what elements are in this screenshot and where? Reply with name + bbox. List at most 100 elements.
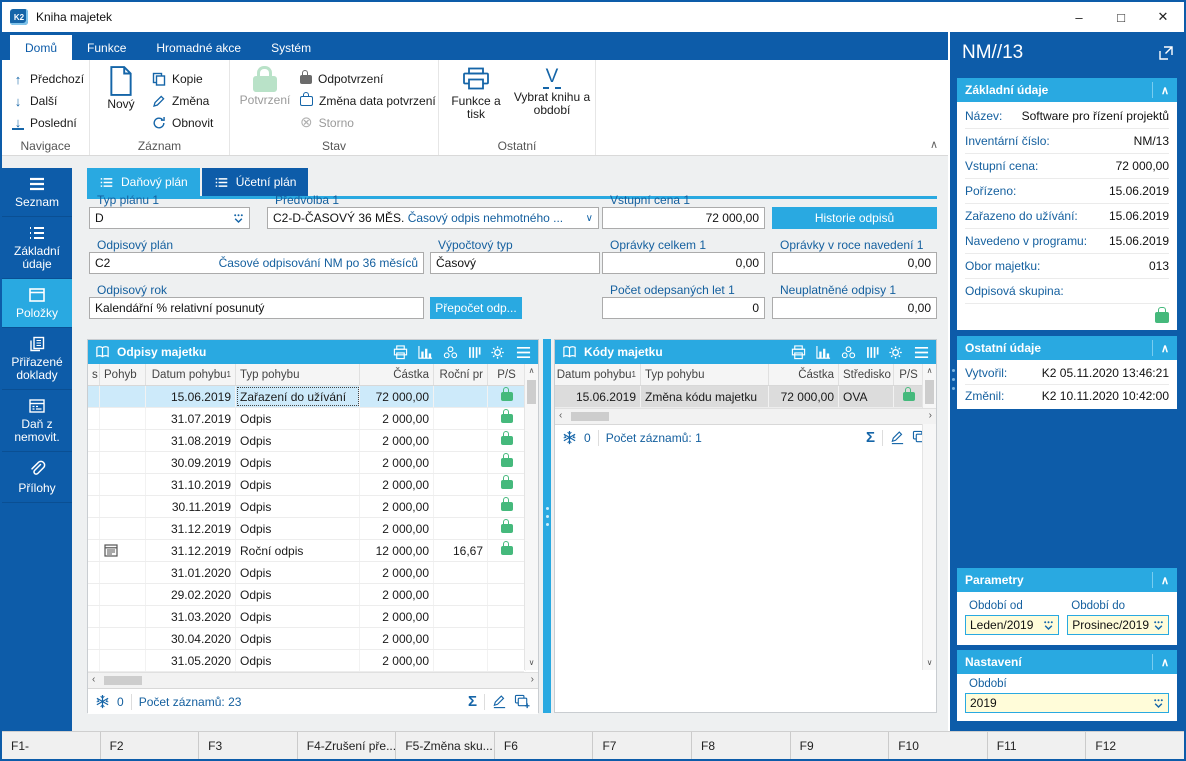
function-key[interactable]: F9 [791, 732, 890, 759]
opravky-navedeni-field[interactable]: 0,00 [772, 252, 937, 274]
table-cell[interactable]: 12 000,00 [360, 540, 434, 561]
table-cell[interactable] [488, 518, 526, 539]
copy-add-icon[interactable] [514, 694, 531, 709]
scroll-left-icon[interactable]: ‹ [92, 674, 96, 685]
lookup-dropdown-icon[interactable] [1149, 620, 1164, 631]
table-cell[interactable] [88, 518, 100, 539]
table-cell[interactable]: 2 000,00 [360, 562, 434, 583]
refresh-button[interactable]: Obnovit [152, 112, 213, 134]
table-cell[interactable] [434, 584, 488, 605]
section-header[interactable]: Ostatní údaje ∧ [957, 336, 1177, 360]
scroll-down-icon[interactable]: ∨ [528, 658, 535, 667]
table-cell[interactable] [434, 562, 488, 583]
chevron-up-icon[interactable]: ∧ [1160, 574, 1169, 587]
edit-button[interactable]: Změna [152, 90, 213, 112]
column-header[interactable]: Částka [360, 364, 434, 385]
sidebar-item[interactable]: Základní údaje [2, 217, 72, 279]
table-cell[interactable] [88, 452, 100, 473]
table-row[interactable]: 30.11.2019 Odpis 2 000,00 [88, 496, 526, 518]
select-book-period-button[interactable]: V Vybrat knihu a období [513, 66, 591, 117]
sidebar-item[interactable]: Daň z nemovit. [2, 390, 72, 452]
frozen-icon[interactable] [95, 694, 110, 709]
collapse-ribbon-icon[interactable]: ∧ [929, 139, 938, 151]
table-cell[interactable] [100, 386, 146, 407]
table-cell[interactable]: 29.02.2020 [146, 584, 236, 605]
chart-icon[interactable] [815, 345, 832, 360]
neuplatnene-field[interactable]: 0,00 [772, 297, 937, 319]
table-cell[interactable]: Odpis [236, 430, 360, 451]
functions-print-button[interactable]: Funkce a tisk [445, 66, 507, 121]
table-row[interactable]: 30.04.2020 Odpis 2 000,00 [88, 628, 526, 650]
table-row[interactable]: 31.07.2019 Odpis 2 000,00 [88, 408, 526, 430]
column-header[interactable]: s [88, 364, 100, 385]
table-cell[interactable]: 31.05.2020 [146, 650, 236, 671]
panel-splitter-dots[interactable] [952, 369, 955, 372]
frozen-icon[interactable] [562, 430, 577, 445]
table-cell[interactable] [88, 540, 100, 561]
function-key[interactable]: F12 [1095, 738, 1117, 753]
table-cell[interactable] [100, 408, 146, 429]
table-cell[interactable]: 31.12.2019 [146, 540, 236, 561]
table-cell[interactable]: Roční odpis [236, 540, 360, 561]
table-cell[interactable] [88, 496, 100, 517]
table-cell[interactable]: 2 000,00 [360, 496, 434, 517]
table-cell[interactable]: Odpis [236, 584, 360, 605]
table-cell[interactable]: 2 000,00 [360, 408, 434, 429]
function-key[interactable]: F4-Zrušení pře... [298, 732, 397, 759]
column-header[interactable]: Středisko [839, 364, 894, 385]
table-cell[interactable]: Odpis [236, 606, 360, 627]
scrollbar-thumb[interactable] [571, 412, 609, 421]
scroll-up-icon[interactable]: ∧ [528, 366, 535, 375]
table-cell[interactable]: 2 000,00 [360, 650, 434, 671]
minimize-icon[interactable]: – [1075, 9, 1083, 25]
table-row[interactable]: 31.03.2020 Odpis 2 000,00 [88, 606, 526, 628]
column-header[interactable]: Roční pr [434, 364, 488, 385]
function-key[interactable]: F6 [495, 732, 594, 759]
print-icon[interactable] [392, 344, 409, 360]
chevron-up-icon[interactable]: ∧ [1160, 656, 1169, 669]
obdobi-od-combo[interactable]: Leden/2019 [965, 615, 1060, 635]
table-cell[interactable]: 2 000,00 [360, 628, 434, 649]
table-cell[interactable] [88, 584, 100, 605]
copy-button[interactable]: Kopie [152, 68, 213, 90]
table-cell[interactable] [434, 628, 488, 649]
table-cell[interactable] [434, 496, 488, 517]
table-cell[interactable] [488, 474, 526, 495]
column-header[interactable]: Pohyb [100, 364, 146, 385]
table-row[interactable]: 31.01.2020 Odpis 2 000,00 [88, 562, 526, 584]
next-button[interactable]: ↓ Další [2, 90, 89, 112]
table-cell[interactable]: 31.08.2019 [146, 430, 236, 451]
table-cell[interactable]: 2 000,00 [360, 452, 434, 473]
table-cell[interactable] [488, 496, 526, 517]
vertical-scrollbar[interactable]: ∧ ∨ [524, 364, 538, 670]
table-cell[interactable] [88, 408, 100, 429]
horizontal-scrollbar[interactable]: ‹ › [555, 408, 936, 424]
table-row[interactable]: 15.06.2019 Změna kódu majetku 72 000,00 OVA [555, 386, 924, 408]
odpisovy-rok-field[interactable]: Kalendářní % relativní posunutý [89, 297, 424, 319]
table-cell[interactable]: Odpis [236, 452, 360, 473]
table-cell[interactable] [100, 540, 146, 561]
pencil-icon[interactable] [492, 694, 507, 709]
table-cell[interactable] [100, 606, 146, 627]
table-cell[interactable]: 15.06.2019 [555, 386, 641, 407]
table-cell[interactable] [434, 606, 488, 627]
table-cell[interactable] [100, 452, 146, 473]
section-header[interactable]: Parametry ∧ [957, 568, 1177, 592]
table-cell[interactable]: Odpis [236, 628, 360, 649]
table-cell[interactable] [488, 386, 526, 407]
last-button[interactable]: ↓ Poslední [2, 112, 89, 134]
unconfirm-button[interactable]: Odpotvrzení [300, 68, 436, 90]
sidebar-item[interactable]: Přiřazené doklady [2, 328, 72, 390]
chevron-up-icon[interactable]: ∧ [1160, 84, 1169, 97]
table-cell[interactable] [488, 628, 526, 649]
table-cell[interactable]: 30.11.2019 [146, 496, 236, 517]
table-cell[interactable]: 2 000,00 [360, 584, 434, 605]
table-cell[interactable]: 30.09.2019 [146, 452, 236, 473]
function-key[interactable]: F3 [199, 732, 298, 759]
table-cell[interactable] [434, 386, 488, 407]
function-key[interactable]: F1- [2, 732, 101, 759]
column-header[interactable]: Typ pohybu [236, 364, 360, 385]
open-in-window-icon[interactable] [1158, 45, 1174, 61]
scroll-left-icon[interactable]: ‹ [559, 410, 563, 421]
table-row[interactable]: 31.12.2019 Odpis 2 000,00 [88, 518, 526, 540]
